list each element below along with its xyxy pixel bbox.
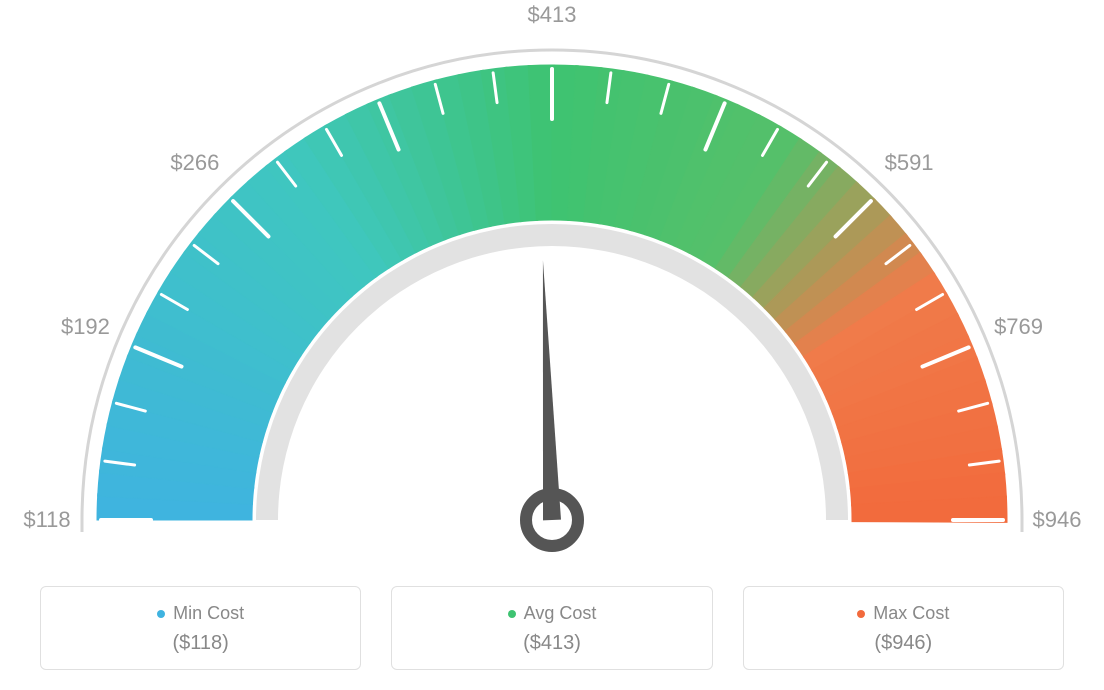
avg-cost-value: ($413) (412, 632, 691, 655)
max-cost-value: ($946) (764, 632, 1043, 655)
gauge-tick-label: $413 (528, 2, 577, 28)
max-cost-dot (857, 610, 865, 618)
min-cost-label-text: Min Cost (173, 603, 244, 624)
avg-cost-label: Avg Cost (412, 603, 691, 624)
gauge-tick-label: $946 (1033, 507, 1082, 533)
gauge-tick-label: $192 (61, 314, 110, 340)
min-cost-dot (157, 610, 165, 618)
gauge-tick-label: $118 (23, 507, 70, 533)
summary-cards: Min Cost ($118) Avg Cost ($413) Max Cost… (40, 586, 1064, 670)
max-cost-label: Max Cost (764, 603, 1043, 624)
gauge-tick-label: $769 (994, 314, 1043, 340)
avg-cost-dot (508, 610, 516, 618)
gauge-tick-label: $266 (170, 150, 219, 176)
min-cost-value: ($118) (61, 632, 340, 655)
min-cost-label: Min Cost (61, 603, 340, 624)
chart-container: $118 $192 $266 $413 $591 $769 $946 Min Cost ($… (0, 0, 1104, 690)
gauge-tick-label: $591 (885, 150, 934, 176)
max-cost-label-text: Max Cost (873, 603, 949, 624)
gauge-svg (0, 0, 1104, 570)
gauge: $118 $192 $266 $413 $591 $769 $946 (0, 0, 1104, 570)
avg-cost-card: Avg Cost ($413) (391, 586, 712, 670)
avg-cost-label-text: Avg Cost (524, 603, 597, 624)
min-cost-card: Min Cost ($118) (40, 586, 361, 670)
max-cost-card: Max Cost ($946) (743, 586, 1064, 670)
